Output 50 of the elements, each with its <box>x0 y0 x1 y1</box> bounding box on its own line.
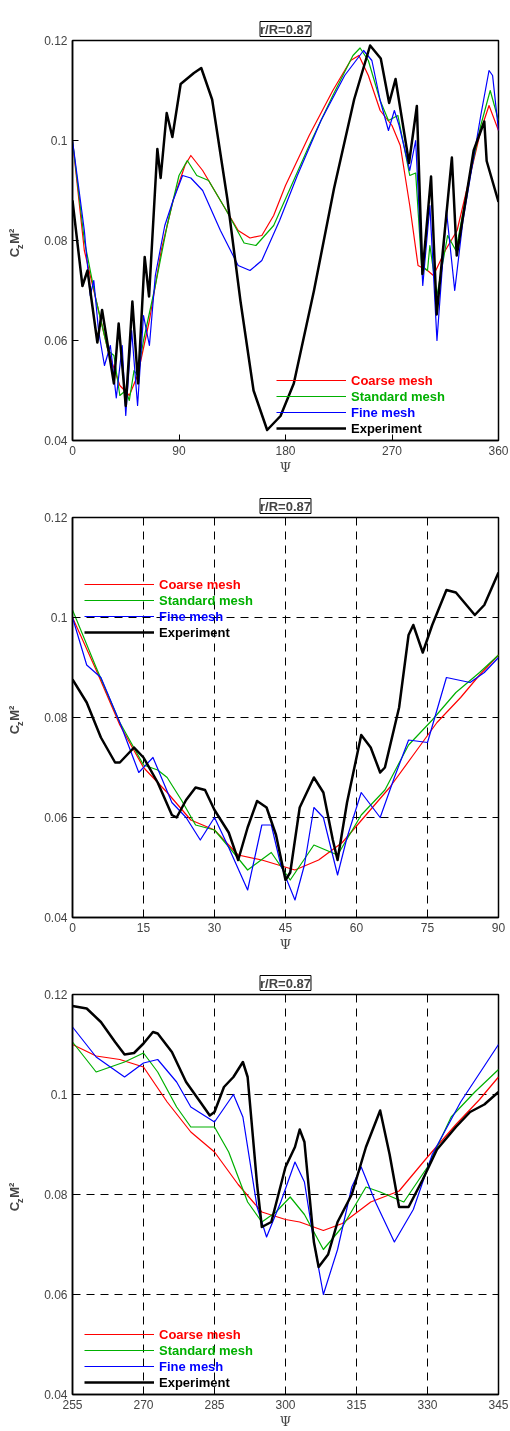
x-axis-title: Ψ <box>279 936 292 952</box>
x-tick-label: 315 <box>346 1397 367 1412</box>
y-tick-label: 0.04 <box>44 434 68 448</box>
x-tick-label: 45 <box>278 920 293 935</box>
x-axis-title: Ψ <box>279 1413 292 1429</box>
x-tick-label: 180 <box>275 443 296 458</box>
x-tick-label: 270 <box>133 1397 154 1412</box>
y-tick-label: 0.12 <box>44 511 68 525</box>
y-tick-label: 0.06 <box>44 811 68 825</box>
text: Fine mesh <box>351 404 416 420</box>
x-tick-label: 30 <box>207 920 222 935</box>
line-series <box>72 1026 499 1296</box>
x-tick-label: 0 <box>69 920 77 935</box>
text: Experiment <box>159 1374 230 1390</box>
y-tick-label: 0.1 <box>50 134 68 148</box>
x-tick-label: 0 <box>69 443 77 458</box>
text: Standard mesh <box>159 1342 253 1358</box>
y-axis-title: CzM² <box>6 1182 26 1212</box>
text: Standard mesh <box>351 388 445 404</box>
y-tick-label: 0.06 <box>44 334 68 348</box>
x-tick-label: 285 <box>204 1397 225 1412</box>
y-tick-label: 0.08 <box>44 234 68 248</box>
x-tick-label: 345 <box>488 1397 509 1412</box>
y-tick-label: 0.12 <box>44 34 68 48</box>
text: Fine mesh <box>159 608 224 624</box>
text: Fine mesh <box>159 1358 224 1374</box>
y-tick-label: 0.1 <box>50 1088 68 1102</box>
text: Coarse mesh <box>351 372 433 388</box>
x-tick-label: 75 <box>420 920 435 935</box>
y-tick-label: 0.08 <box>44 1188 68 1202</box>
y-axis-title: CzM² <box>6 705 26 735</box>
text: Experiment <box>159 624 230 640</box>
x-tick-label: 300 <box>275 1397 296 1412</box>
x-tick-label: 90 <box>172 443 186 458</box>
text: Experiment <box>351 420 422 436</box>
text: Coarse mesh <box>159 576 241 592</box>
y-tick-label: 0.12 <box>44 988 68 1002</box>
y-tick-label: 0.04 <box>44 911 68 925</box>
x-tick-label: 360 <box>488 443 509 458</box>
y-tick-label: 0.1 <box>50 611 68 625</box>
x-tick-label: 90 <box>491 920 506 935</box>
y-tick-label: 0.08 <box>44 711 68 725</box>
x-tick-label: 60 <box>349 920 364 935</box>
x-axis-title: Ψ <box>279 459 292 475</box>
x-tick-label: 270 <box>381 443 403 458</box>
x-tick-label: 330 <box>417 1397 438 1412</box>
x-tick-label: 15 <box>136 920 151 935</box>
text: Standard mesh <box>159 592 253 608</box>
y-axis-title: CzM² <box>6 228 26 258</box>
y-tick-label: 0.06 <box>44 1288 68 1302</box>
